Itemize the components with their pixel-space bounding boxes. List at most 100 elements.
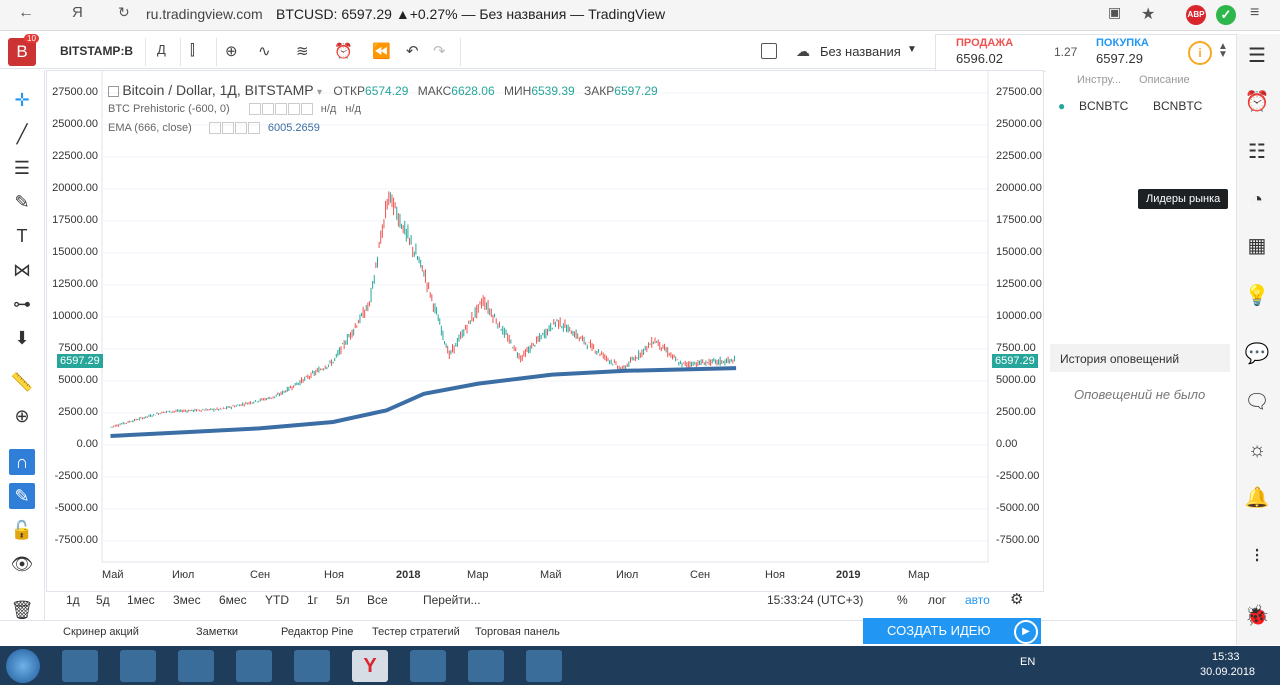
lock-drawing-icon[interactable]: ✎: [9, 483, 35, 509]
dropdown-icon[interactable]: ▲ ▼: [1218, 41, 1228, 60]
news-icon[interactable]: ☷: [1248, 141, 1266, 163]
watchlist-desc[interactable]: BCNBTC: [1153, 99, 1203, 113]
legend-title[interactable]: Bitcoin / Dollar, 1Д, BITSTAMP: [122, 82, 314, 98]
signals-icon[interactable]: ☼: [1247, 439, 1267, 461]
language-indicator[interactable]: EN: [1020, 656, 1036, 668]
pdf-icon[interactable]: [468, 650, 504, 682]
buy-price[interactable]: 6597.29: [1096, 51, 1143, 66]
eye-icon[interactable]: 👁: [10, 554, 34, 574]
lock-icon[interactable]: ▣: [1108, 4, 1122, 20]
chevron-down-icon[interactable]: ▾: [316, 87, 322, 98]
adblock-icon[interactable]: ABP: [1186, 5, 1206, 25]
trash-icon[interactable]: 🗑: [10, 600, 34, 620]
ie-icon[interactable]: [62, 650, 98, 682]
panel-tab[interactable]: Скринер акций: [63, 626, 139, 638]
messages-icon[interactable]: 🗨: [1244, 391, 1270, 413]
watchlist-symbol[interactable]: BCNBTC: [1079, 99, 1129, 113]
replay-icon[interactable]: ⏪: [372, 43, 391, 60]
taskbar-time[interactable]: 15:33: [1212, 651, 1240, 663]
column-header[interactable]: Инстру...: [1077, 74, 1122, 86]
range-button[interactable]: YTD: [265, 593, 289, 607]
sell-label[interactable]: ПРОДАЖА: [956, 37, 1014, 49]
compare-icon[interactable]: ≋: [296, 43, 309, 60]
panel-tab[interactable]: Заметки: [196, 626, 239, 638]
plus-circle-icon[interactable]: ⊕: [225, 43, 238, 60]
sell-price[interactable]: 6596.02: [956, 51, 1003, 66]
panel-tab[interactable]: Редактор Pine: [281, 626, 354, 638]
auto-toggle[interactable]: авто: [965, 593, 990, 607]
magnet-icon[interactable]: ∩: [9, 449, 35, 475]
avatar[interactable]: B: [8, 38, 36, 66]
torrent-icon[interactable]: [294, 650, 330, 682]
app-icon[interactable]: [410, 650, 446, 682]
create-idea-button[interactable]: СОЗДАТЬ ИДЕЮ: [863, 618, 1041, 644]
buy-label[interactable]: ПОКУПКА: [1096, 37, 1149, 49]
chat-icon[interactable]: 💬: [1244, 343, 1270, 365]
range-button[interactable]: 1г: [307, 593, 319, 607]
yandex-browser-icon[interactable]: Y: [352, 650, 388, 682]
fibonacci-icon[interactable]: ☰: [13, 158, 31, 178]
unlock-icon[interactable]: 🔓: [10, 520, 34, 540]
menu-icon[interactable]: ≡: [1250, 4, 1260, 21]
range-button[interactable]: Все: [367, 593, 388, 607]
indicator-icon[interactable]: ∿: [258, 43, 271, 60]
bug-icon[interactable]: 🐞: [1244, 605, 1270, 627]
check-icon[interactable]: ✓: [1216, 5, 1236, 25]
taskbar-date[interactable]: 30.09.2018: [1200, 666, 1256, 678]
ruler-icon[interactable]: 📏: [10, 372, 34, 392]
address-bar[interactable]: ru.tradingview.com: [146, 6, 263, 22]
indicator-name[interactable]: EMA (666, close): [108, 122, 192, 134]
log-toggle[interactable]: лог: [928, 593, 947, 607]
indicator-name[interactable]: BTC Prehistoric (-600, 0): [108, 103, 230, 115]
text-icon[interactable]: T: [16, 226, 28, 246]
goto-button[interactable]: Перейти...: [423, 593, 481, 607]
panel-tab[interactable]: Торговая панель: [475, 626, 560, 638]
range-button[interactable]: 1д: [66, 593, 80, 607]
panel-tab[interactable]: Тестер стратегий: [372, 626, 460, 638]
range-button[interactable]: 5л: [336, 593, 350, 607]
percent-toggle[interactable]: %: [897, 593, 908, 607]
notifications-icon[interactable]: 🔔: [1244, 487, 1270, 509]
cloud-icon[interactable]: ☁: [796, 43, 810, 59]
chrome-icon[interactable]: [178, 650, 214, 682]
zoom-icon[interactable]: ⊕: [14, 406, 30, 426]
brush-icon[interactable]: ✎: [14, 192, 30, 212]
layout-name[interactable]: Без названия: [820, 44, 901, 59]
star-icon[interactable]: ★: [1141, 6, 1156, 23]
calendar-icon[interactable]: ▦: [1247, 235, 1267, 257]
play-icon[interactable]: ▶: [1014, 620, 1038, 644]
symbol-search[interactable]: BITSTAMP:B: [60, 44, 134, 58]
candles-icon[interactable]: ⫿: [190, 42, 195, 59]
alarm-icon[interactable]: ⏰: [1244, 91, 1270, 113]
watchlist-icon[interactable]: ☰: [1248, 45, 1266, 67]
calculator-icon[interactable]: [526, 650, 562, 682]
range-button[interactable]: 1мес: [127, 593, 155, 607]
media-icon[interactable]: [120, 650, 156, 682]
range-button[interactable]: 5д: [96, 593, 110, 607]
yandex-icon[interactable]: Я: [72, 4, 83, 21]
crosshair-icon[interactable]: ✛: [14, 90, 30, 110]
redo-icon[interactable]: ↷: [433, 43, 446, 60]
start-icon[interactable]: [6, 649, 40, 683]
settings-icon[interactable]: ⚙: [1010, 591, 1024, 608]
info-icon[interactable]: i: [1188, 41, 1212, 65]
alert-icon[interactable]: ⏰: [334, 43, 353, 60]
back-icon[interactable]: ←: [18, 4, 34, 21]
ideas-icon[interactable]: 💡: [1244, 285, 1270, 307]
arrow-down-icon[interactable]: ⬇: [14, 328, 30, 348]
folder-icon[interactable]: [236, 650, 272, 682]
reload-icon[interactable]: ↻: [118, 4, 130, 20]
range-button[interactable]: 3мес: [173, 593, 201, 607]
hotlist-icon[interactable]: ◔: [1250, 189, 1264, 211]
prediction-icon[interactable]: ⊶: [13, 294, 31, 314]
column-header[interactable]: Описание: [1139, 74, 1190, 86]
undo-icon[interactable]: ↶: [406, 43, 419, 60]
clock[interactable]: 15:33:24 (UTC+3): [767, 593, 864, 607]
collapse-icon[interactable]: [108, 86, 119, 98]
pattern-icon[interactable]: ⋈: [13, 260, 31, 280]
fullscreen-icon[interactable]: [761, 43, 777, 59]
interval-button[interactable]: Д: [157, 42, 166, 57]
dots-icon[interactable]: ⁝: [1253, 545, 1261, 567]
trendline-icon[interactable]: ╱: [16, 124, 28, 144]
